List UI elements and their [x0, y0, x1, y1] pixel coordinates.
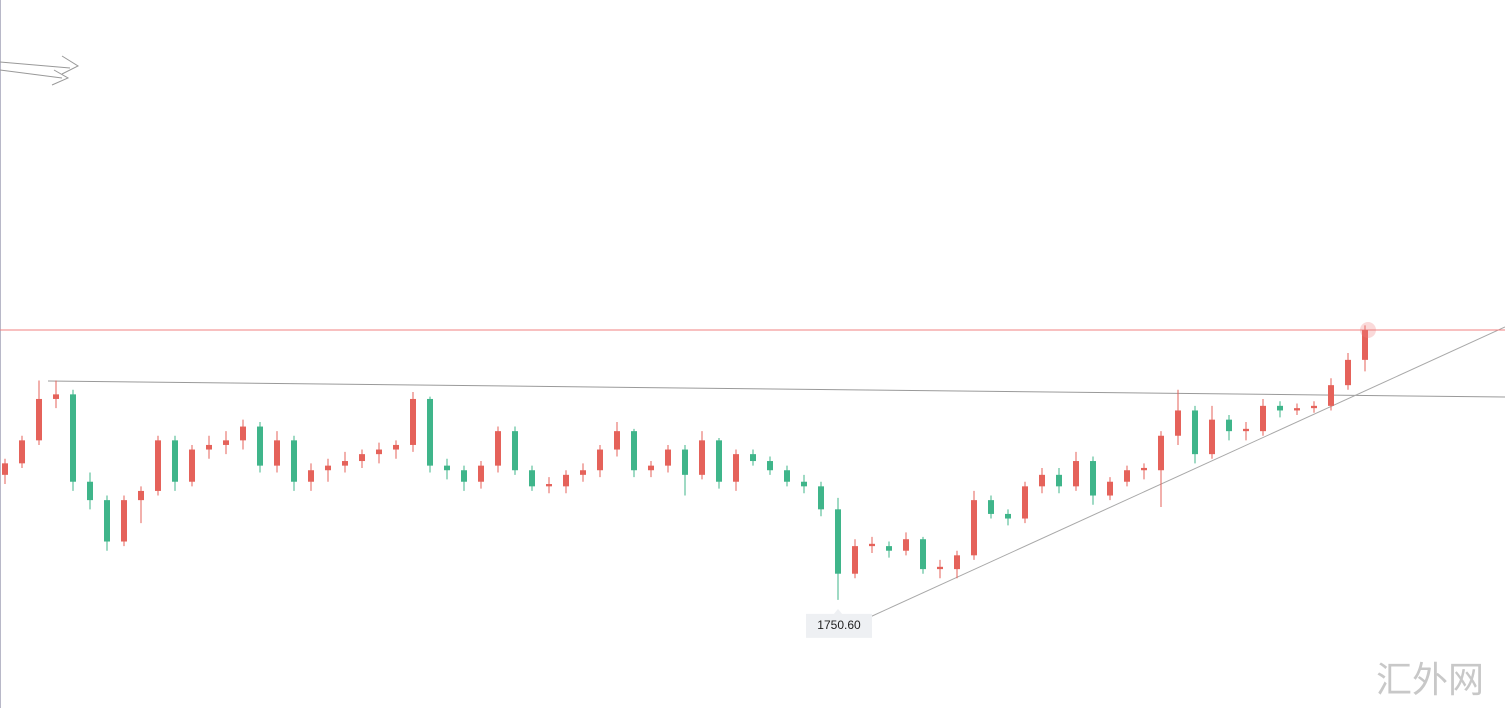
candle-body [988, 500, 994, 514]
candle-body [529, 470, 535, 487]
candle-body [1260, 405, 1266, 432]
candle-body [1345, 359, 1351, 386]
candle-body [1107, 481, 1113, 496]
candle-body [121, 500, 127, 542]
candle-body [291, 440, 297, 482]
candle-body [478, 465, 484, 482]
candle-body [767, 461, 773, 471]
candle-body [937, 566, 943, 570]
candle-body [886, 546, 892, 551]
candle-body [597, 449, 603, 471]
candle-body [172, 440, 178, 482]
candle-body [1022, 486, 1028, 519]
candle-body [801, 481, 807, 487]
candle-body [1226, 419, 1232, 432]
candle-body [138, 490, 144, 501]
candle-body [308, 470, 314, 482]
candle-body [1311, 405, 1317, 409]
candle-body [1362, 329, 1368, 360]
candle-body [563, 474, 569, 487]
candle-body [2, 463, 8, 475]
candle-body [682, 449, 688, 475]
candle-body [1192, 410, 1198, 455]
trend-line [869, 326, 1505, 618]
candle-body [1056, 474, 1062, 487]
candle-body [903, 539, 909, 551]
candle-body [257, 426, 263, 466]
candle-body [546, 484, 552, 487]
candle-body [631, 431, 637, 471]
candle-body [461, 470, 467, 482]
candle-body [835, 509, 841, 574]
candle-body [410, 398, 416, 445]
candle-body [36, 398, 42, 441]
candle-body [971, 500, 977, 556]
annotation-box [806, 608, 872, 638]
annotation-label: 1750.60 [817, 618, 861, 632]
candle-body [274, 440, 280, 466]
low-annotation: 1750.60 [806, 608, 872, 638]
candle-body [87, 481, 93, 501]
candle-body [869, 543, 875, 547]
candle-body [1294, 408, 1300, 411]
candle-body [1328, 385, 1334, 406]
arrow-drawing [0, 55, 80, 86]
candle-body [104, 500, 110, 542]
candle-body [920, 539, 926, 570]
candle-body [1158, 435, 1164, 471]
candle-body [1039, 474, 1045, 487]
candle-body [784, 470, 790, 482]
candle-body [325, 465, 331, 471]
candle-body [1124, 470, 1130, 482]
candle-body [699, 440, 705, 475]
candle-body [342, 461, 348, 466]
candle-body [223, 440, 229, 445]
candle-body [206, 444, 212, 450]
watermark: 汇外网 [1376, 660, 1484, 701]
candle-body [1209, 419, 1215, 455]
candle-body [240, 426, 246, 441]
candle-body [495, 431, 501, 466]
candle-body [1073, 461, 1079, 487]
candle-body [1090, 461, 1096, 496]
candle-body [359, 454, 365, 462]
candle-body [19, 440, 25, 464]
candle-body [648, 465, 654, 471]
candle-body [1243, 428, 1249, 432]
candle-body [427, 398, 433, 466]
candle-body [716, 440, 722, 482]
candle-body [954, 555, 960, 570]
candle-body [393, 444, 399, 450]
candle-body [189, 449, 195, 482]
candle-body [1141, 467, 1147, 471]
candle-body [1277, 405, 1283, 411]
candle-body [614, 431, 620, 450]
candle-body [155, 440, 161, 491]
candle-body [733, 454, 739, 482]
candle-body [376, 449, 382, 455]
candle-body [444, 465, 450, 471]
last-price-glow [1360, 321, 1376, 338]
candle-body [665, 449, 671, 466]
candle-body [53, 394, 59, 399]
trend-line [47, 380, 1505, 398]
candle-body [70, 394, 76, 482]
candle-body [750, 454, 756, 462]
candle-body [1005, 513, 1011, 519]
candle-body [1175, 410, 1181, 436]
candle-body [580, 470, 586, 475]
candle-body [852, 546, 858, 574]
candle-body [512, 431, 518, 471]
candle-body [818, 486, 824, 510]
